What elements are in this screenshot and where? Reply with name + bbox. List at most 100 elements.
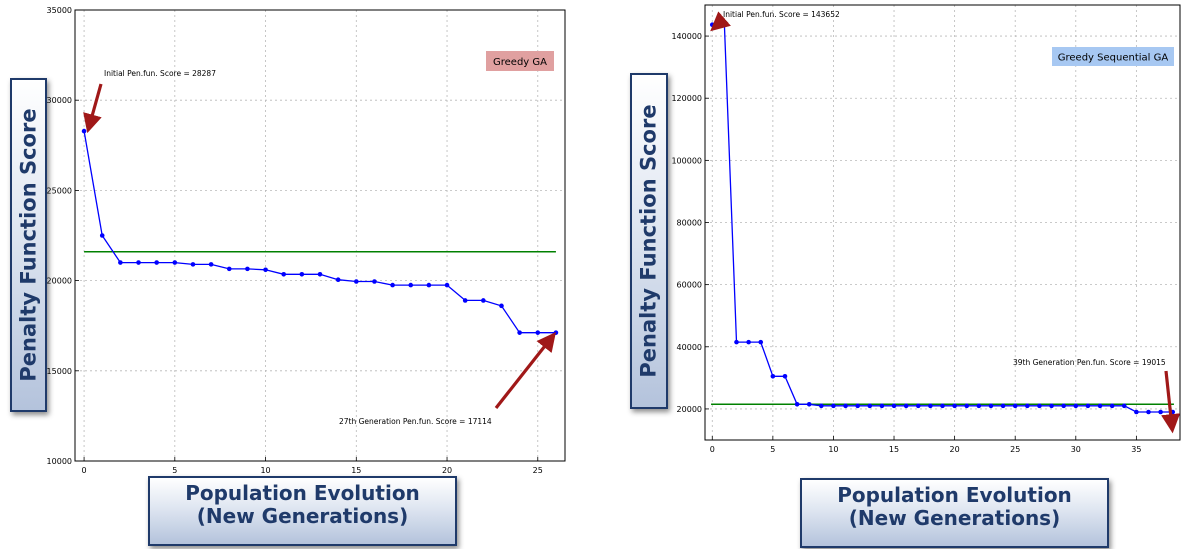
chart1-data-point [118,260,123,265]
chart2-y-tick-label: 140000 [671,32,702,41]
chart2-x-tick-label: 25 [1010,445,1020,454]
chart2-data-point [1000,403,1006,409]
chart2-annotation-arrow [710,11,731,32]
chart1-legend-label: Greedy GA [493,57,547,68]
chart1-annotation-text: Initial Pen.fun. Score = 28287 [104,69,216,78]
chart2-data-point [940,403,945,409]
chart2-data-point [806,401,812,407]
chart2-data-point [903,403,909,409]
chart1-data-point [245,266,250,272]
chart2-x-tick-label: 15 [889,445,899,454]
chart1-data-point [81,128,87,134]
chart2-xlabel-line1: Population Evolution [837,483,1072,507]
chart1-data-point [372,279,377,284]
chart2-x-tick-label: 10 [828,445,838,454]
chart2-data-point [964,403,970,409]
chart2-annotation-arrow [1161,370,1181,434]
chart1-annotation-arrow [494,331,556,409]
chart2-x-tick-label: 30 [1071,445,1081,454]
chart2-data-point [976,403,982,409]
chart2-data-point [782,374,788,379]
chart1-x-tick-label: 5 [172,466,177,475]
chart1-data-point [208,262,214,267]
chart2-data-point [1121,403,1127,409]
chart1-x-tick-label: 0 [82,466,87,475]
chart1-data-point [517,330,522,335]
chart2-y-tick-label: 60000 [677,281,702,290]
chart1-y-tick-label: 25000 [47,186,72,195]
chart2-data-point [819,403,824,409]
chart2-y-tick-label: 120000 [671,94,702,103]
chart2-plot-frame [704,4,1181,441]
chart2-data-point [1012,403,1018,409]
chart2-data-point [1146,409,1151,415]
chart1-data-point [172,260,178,265]
chart2-data-point [1085,403,1091,409]
chart1-data-point [299,271,305,277]
chart1-annotation-text: 27th Generation Pen.fun. Score = 17114 [339,417,492,426]
chart2-data-point [855,403,860,409]
chart2-data-point [831,403,836,409]
chart1-legend-box [486,51,554,71]
chart2-data-point [794,401,800,407]
chart2-ylabel: Penalty Function Score [637,104,662,378]
chart2-xlabel-line2: (New Generations) [848,506,1061,530]
chart1-ylabel-box: Penalty Function Score [10,78,47,412]
chart2-annotation-text: Initial Pen.fun. Score = 143652 [723,10,840,19]
chart1-data-point [462,298,468,303]
chart2-y-tick-label: 100000 [671,156,702,165]
chart1-data-point [317,271,323,277]
chart2-data-point [915,403,921,409]
chart2-data-point [1073,403,1079,409]
chart1-data-point [190,262,196,267]
chart2-data-point [1097,403,1103,409]
chart2-data-point [1049,403,1054,409]
chart2-x-tick-label: 20 [950,445,960,454]
chart1-plot-area [75,10,565,461]
chart1-data-point [353,279,359,284]
chart2-x-tick-label: 5 [770,445,775,454]
chart2-data-point [1109,403,1115,409]
chart1-xlabel-line1: Population Evolution [185,481,420,505]
chart2-y-tick-label: 80000 [677,219,702,228]
chart2-data-point [709,22,715,28]
chart2-data-point [891,403,897,409]
chart2-data-point [1061,403,1066,409]
chart1-data-point [226,266,232,272]
chart2-x-tick-label: 35 [1131,445,1141,454]
chart1-x-tick-label: 15 [351,466,361,475]
chart1-data-point [444,282,450,288]
chart2-data-point [758,339,764,345]
chart1-data-point [408,282,414,288]
chart1-data-point [154,260,159,265]
chart1-data-point [499,303,504,309]
chart1-y-tick-label: 20000 [47,277,72,286]
chart1-x-tick-label: 10 [260,466,270,475]
chart2-data-point [988,403,994,409]
chart1-data-point [281,271,287,277]
chart1-y-tick-label: 15000 [47,367,72,376]
chart2-legend-label: Greedy Sequential GA [1058,53,1169,64]
chart2-y-tick-label: 40000 [677,343,702,352]
chart1-data-point [335,277,341,282]
chart1-y-tick-label: 30000 [47,96,72,105]
chart2-annotation-text: 39th Generation Pen.fun. Score = 19015 [1013,358,1166,367]
chart1-plot-frame [74,9,566,462]
chart2-x-tick-label: 0 [710,445,715,454]
chart1-data-point [553,330,559,335]
chart2-data-point [1158,409,1163,415]
chart2-data-point [1134,409,1139,415]
chart1-y-tick-label: 10000 [47,457,72,466]
chart1-y-tick-label: 35000 [47,6,72,15]
chart2-data-point [928,403,933,409]
chart2-data-point [1037,403,1042,409]
chart1-data-point [481,298,486,303]
chart1-data-point [99,233,105,238]
chart1-x-tick-label: 25 [533,466,543,475]
chart2-data-point [867,403,873,409]
chart1-xlabel-box: Population Evolution (New Generations) [148,476,457,546]
chart2-data-point [879,403,885,409]
chart1-x-tick-label: 20 [442,466,452,475]
chart2-data-point [770,374,776,379]
